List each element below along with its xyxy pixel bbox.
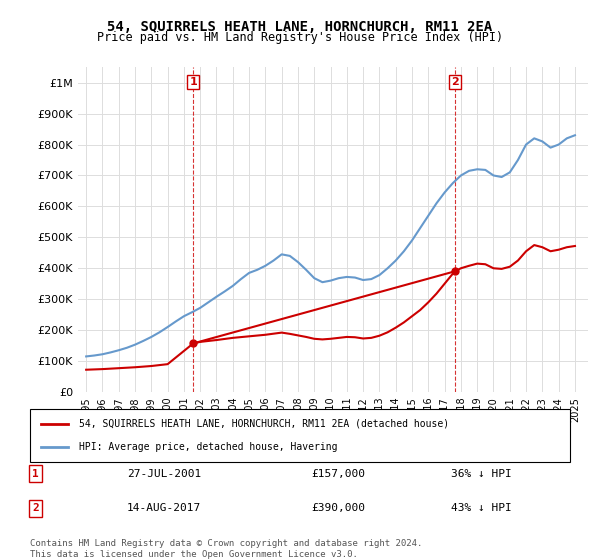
Text: HPI: Average price, detached house, Havering: HPI: Average price, detached house, Have… [79,442,337,452]
Text: 27-JUL-2001: 27-JUL-2001 [127,469,202,479]
Text: 2: 2 [451,77,458,87]
Text: 1: 1 [190,77,197,87]
Text: 36% ↓ HPI: 36% ↓ HPI [451,469,512,479]
Text: 14-AUG-2017: 14-AUG-2017 [127,503,202,514]
Text: £157,000: £157,000 [311,469,365,479]
Text: £390,000: £390,000 [311,503,365,514]
Text: 2: 2 [32,503,39,514]
FancyBboxPatch shape [30,409,570,462]
Text: 43% ↓ HPI: 43% ↓ HPI [451,503,512,514]
Text: 54, SQUIRRELS HEATH LANE, HORNCHURCH, RM11 2EA (detached house): 54, SQUIRRELS HEATH LANE, HORNCHURCH, RM… [79,419,449,429]
Text: 1: 1 [32,469,39,479]
Text: Price paid vs. HM Land Registry's House Price Index (HPI): Price paid vs. HM Land Registry's House … [97,31,503,44]
Text: Contains HM Land Registry data © Crown copyright and database right 2024.: Contains HM Land Registry data © Crown c… [30,539,422,548]
Text: This data is licensed under the Open Government Licence v3.0.: This data is licensed under the Open Gov… [30,550,358,559]
Text: 54, SQUIRRELS HEATH LANE, HORNCHURCH, RM11 2EA: 54, SQUIRRELS HEATH LANE, HORNCHURCH, RM… [107,20,493,34]
